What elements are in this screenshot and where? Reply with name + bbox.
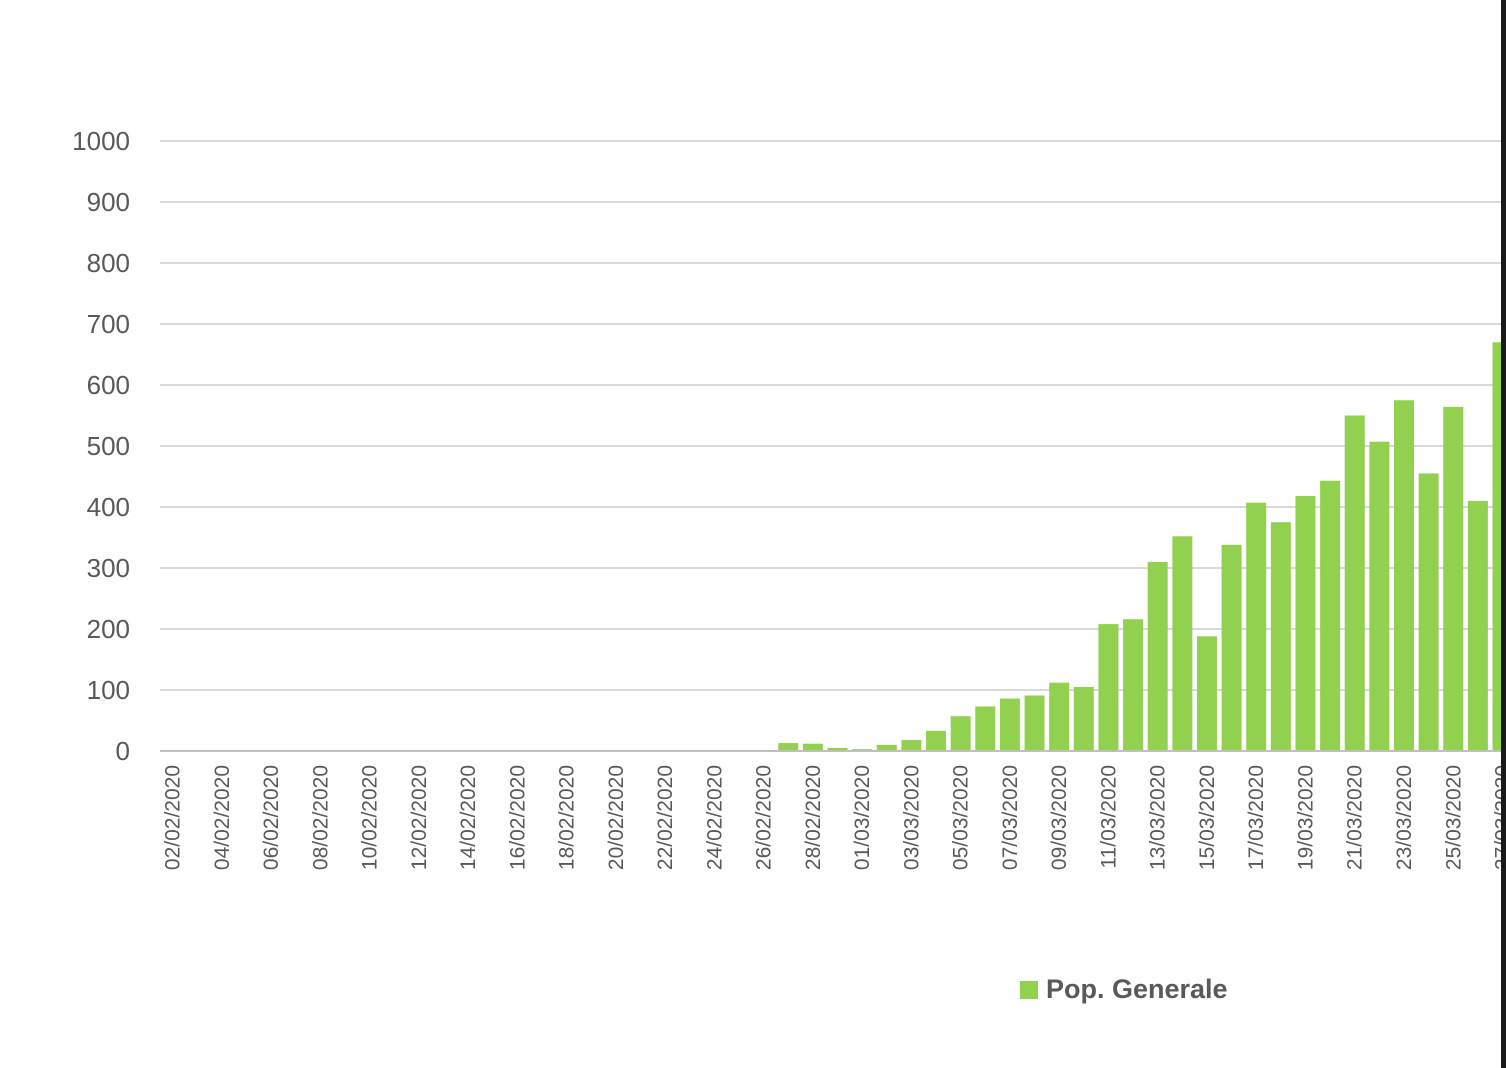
bar — [827, 747, 848, 751]
bar — [1196, 636, 1217, 751]
y-tick-label: 300 — [87, 553, 130, 583]
bar — [1147, 561, 1168, 751]
bar — [1295, 496, 1316, 751]
y-axis-tick-labels: 0 100 200 300 400 500 600 700 800 900 1000 — [72, 126, 130, 766]
legend-label: Pop. Generale — [1046, 974, 1228, 1004]
y-tick-label: 900 — [87, 187, 130, 217]
x-tick-label: 05/03/2020 — [950, 765, 973, 870]
bar — [1172, 536, 1193, 751]
x-tick-label: 02/02/2020 — [162, 765, 185, 870]
x-tick-label: 13/03/2020 — [1147, 765, 1170, 870]
x-tick-label: 18/02/2020 — [556, 765, 579, 870]
legend-swatch — [1020, 980, 1038, 999]
x-tick-label: 03/03/2020 — [900, 765, 923, 870]
x-tick-label: 22/02/2020 — [654, 765, 677, 870]
x-tick-label: 15/03/2020 — [1196, 765, 1219, 870]
x-tick-label: 27/03/2020 — [1492, 765, 1506, 870]
bar — [1467, 500, 1488, 751]
bar — [1098, 624, 1119, 751]
y-tick-label: 700 — [87, 309, 130, 339]
y-tick-label: 0 — [116, 736, 130, 766]
x-tick-label: 01/03/2020 — [851, 765, 874, 870]
bar — [975, 706, 996, 751]
x-tick-label: 16/02/2020 — [506, 765, 529, 870]
bar — [1492, 342, 1501, 751]
y-tick-label: 800 — [87, 248, 130, 278]
window-edge — [1501, 0, 1506, 1068]
x-tick-label: 09/03/2020 — [1048, 765, 1071, 870]
gridlines — [160, 140, 1501, 691]
x-tick-label: 23/03/2020 — [1393, 765, 1416, 870]
x-axis-tick-labels: 02/02/2020 04/02/2020 06/02/2020 08/02/2020… — [162, 765, 1506, 870]
x-tick-label: 08/02/2020 — [309, 765, 332, 870]
bar — [999, 698, 1020, 751]
bar — [1418, 473, 1439, 751]
x-tick-label: 28/02/2020 — [802, 765, 825, 870]
y-tick-label: 600 — [87, 370, 130, 400]
y-tick-label: 200 — [87, 614, 130, 644]
x-tick-label: 17/03/2020 — [1245, 765, 1268, 870]
y-tick-label: 400 — [87, 492, 130, 522]
bar — [926, 730, 947, 751]
x-tick-label: 14/02/2020 — [457, 765, 480, 870]
y-tick-label: 500 — [87, 431, 130, 461]
bar — [1344, 415, 1365, 751]
bar — [1394, 400, 1414, 751]
x-tick-label: 21/03/2020 — [1344, 765, 1367, 870]
bar — [1270, 522, 1291, 751]
x-tick-label: 11/03/2020 — [1097, 765, 1120, 869]
bar — [950, 716, 971, 751]
y-tick-label: 100 — [87, 675, 130, 705]
bar — [1320, 480, 1341, 751]
x-tick-label: 10/02/2020 — [359, 765, 382, 870]
bar — [1049, 682, 1070, 751]
bars — [778, 342, 1501, 751]
bar — [876, 744, 897, 751]
bar — [802, 743, 823, 751]
x-tick-label: 04/02/2020 — [211, 765, 234, 870]
bar — [778, 743, 799, 751]
x-tick-label: 06/02/2020 — [260, 765, 283, 870]
x-tick-label: 24/02/2020 — [703, 765, 726, 870]
x-tick-label: 07/03/2020 — [999, 765, 1022, 870]
x-tick-label: 20/02/2020 — [605, 765, 628, 870]
x-tick-label: 25/03/2020 — [1442, 765, 1465, 870]
bar — [1073, 686, 1094, 751]
bar — [1221, 544, 1242, 751]
legend: Pop. Generale — [1020, 974, 1228, 1005]
bar — [1024, 695, 1045, 751]
y-tick-label: 1000 — [72, 126, 130, 156]
bar — [1443, 406, 1464, 751]
x-tick-label: 19/03/2020 — [1294, 765, 1317, 870]
bar — [1123, 619, 1144, 751]
x-tick-label: 26/02/2020 — [753, 765, 776, 870]
bar — [1246, 502, 1267, 751]
bar — [901, 740, 922, 751]
bar — [1369, 441, 1390, 751]
x-tick-label: 12/02/2020 — [408, 765, 431, 870]
